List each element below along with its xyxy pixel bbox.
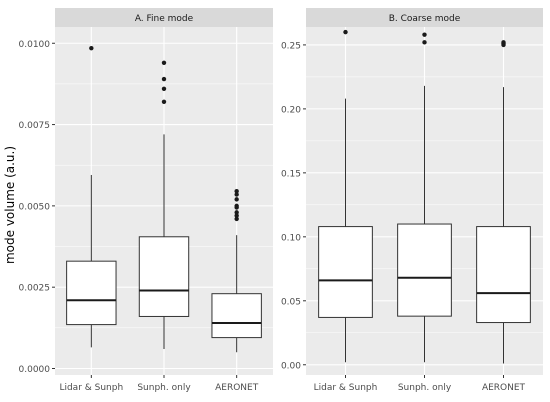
panel-strip <box>306 8 543 27</box>
outlier-point <box>234 213 239 218</box>
x-tick-label: Lidar & Sunph <box>59 383 123 393</box>
y-tick-label: 0.10 <box>281 233 301 243</box>
box-1 <box>66 45 117 348</box>
box-3 <box>476 40 531 364</box>
y-tick-label: 0.15 <box>281 169 301 179</box>
outlier-point <box>343 29 348 35</box>
x-tick-label: Sunph. only <box>137 383 191 393</box>
x-tick-label: Lidar & Sunph <box>314 383 378 393</box>
outlier-point <box>501 40 506 45</box>
box-iqr <box>66 260 117 326</box>
outlier-point <box>234 216 239 222</box>
outlier-point <box>234 210 239 215</box>
box-iqr <box>211 293 262 339</box>
x-tick-label: Sunph. only <box>398 383 452 393</box>
y-tick-label: 0.00 <box>281 361 301 371</box>
panel-fine-mode: A. Fine mode 0.0000 0.0025 0.0050 0.0075 0.01… <box>19 8 273 393</box>
outlier-point <box>422 32 427 37</box>
outlier-point <box>234 197 239 202</box>
outlier-point <box>89 45 94 51</box>
y-tick-label: 0.20 <box>281 105 301 115</box>
y-tick-label: 0.05 <box>281 297 301 307</box>
y-tick-label: 0.0075 <box>19 121 51 131</box>
panel-coarse-mode: B. Coarse mode 0.00 0.05 0.10 0.15 0.20 0.25 Li… <box>281 8 543 393</box>
panel-strip <box>55 8 273 27</box>
outlier-point <box>161 76 167 82</box>
outlier-point <box>422 40 427 45</box>
outlier-point <box>161 60 167 65</box>
box-iqr <box>318 226 373 318</box>
box-iqr <box>138 236 190 317</box>
y-tick-label: 0.0000 <box>19 365 51 375</box>
x-tick-label: AERONET <box>215 383 259 393</box>
box-1 <box>318 29 373 363</box>
y-tick-label: 0.25 <box>281 41 301 51</box>
outlier-point <box>234 192 239 197</box>
outlier-point <box>161 99 167 105</box>
box-2 <box>138 60 190 349</box>
y-tick-label: 0.0100 <box>19 40 51 50</box>
box-3 <box>211 189 262 353</box>
box-iqr <box>476 226 531 324</box>
y-tick-label: 0.0050 <box>19 202 51 212</box>
x-tick-label: AERONET <box>482 383 526 393</box>
outlier-point <box>161 86 167 91</box>
panel-title: A. Fine mode <box>135 14 194 24</box>
y-axis-label: mode volume (a.u.) <box>3 146 17 264</box>
panels: A. Fine mode 0.0000 0.0025 0.0050 0.0075 0.01… <box>19 8 543 393</box>
outlier-point <box>234 189 239 194</box>
outlier-point <box>234 203 239 209</box>
y-tick-label: 0.0025 <box>19 284 51 294</box>
panel-title: B. Coarse mode <box>389 14 461 24</box>
box-2 <box>397 32 452 363</box>
box-iqr <box>397 223 452 317</box>
